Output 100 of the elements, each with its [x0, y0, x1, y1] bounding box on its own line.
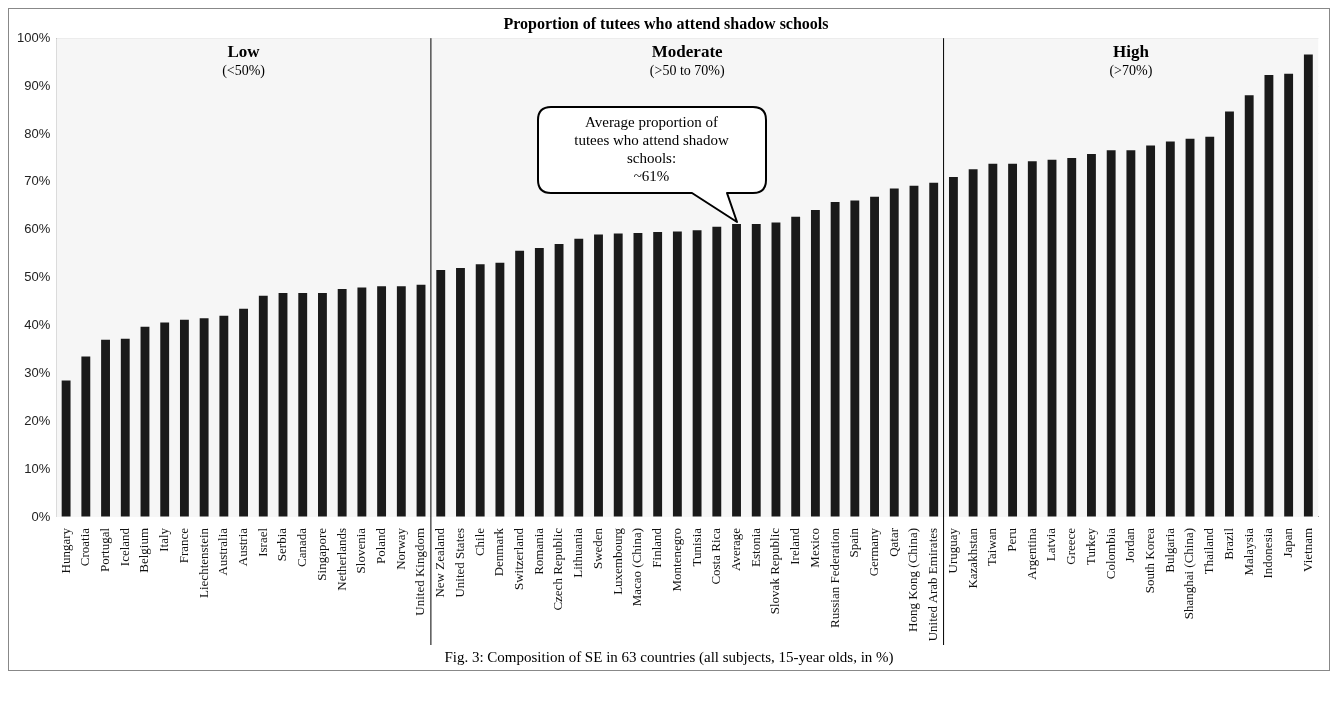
bar [61, 380, 71, 517]
bar [416, 284, 426, 517]
x-tick-label: Indonesia [1260, 527, 1276, 579]
x-tick-label: Germany [865, 527, 881, 577]
x-tick-label: Lithuania [570, 527, 586, 578]
bar [81, 356, 91, 517]
bar [830, 201, 840, 517]
bar [534, 247, 544, 517]
x-tick-label: United Kingdom [412, 527, 428, 616]
x-tick-label: Singapore [313, 527, 329, 581]
x-tick-label: Russian Federation [826, 527, 842, 628]
bar [120, 338, 130, 517]
bar [594, 234, 603, 517]
x-tick-label: Thailand [1201, 527, 1217, 575]
x-tick-label: Colombia [1102, 527, 1118, 580]
y-tick-label: 90% [24, 77, 51, 93]
bar [672, 231, 682, 517]
x-tick-label: Estonia [747, 527, 763, 567]
x-tick-label: Chile [471, 527, 487, 557]
x-tick-label: Montenegro [668, 527, 684, 592]
x-tick-label: Croatia [77, 527, 93, 567]
bar [1087, 154, 1096, 517]
bar [870, 196, 879, 517]
bar [810, 210, 820, 517]
caption: Fig. 3: Composition of SE in 63 countries (all subjects, 15-year olds, in %) [443, 649, 895, 667]
y-tick-label: 40% [24, 317, 51, 333]
y-tick-label: 50% [24, 269, 51, 285]
x-tick-label: Romania [530, 527, 546, 575]
bar [318, 292, 327, 517]
x-tick-label: Tunisia [688, 527, 704, 567]
bar [929, 182, 939, 517]
bar [554, 244, 564, 517]
bar [1303, 54, 1313, 517]
bar [771, 222, 781, 517]
x-tick-label: Slovak Republic [767, 527, 783, 615]
x-tick-label: United Arab Emirates [925, 527, 941, 642]
bar [258, 295, 268, 517]
bar [988, 163, 998, 517]
bar [712, 226, 722, 517]
bar [456, 267, 465, 517]
x-tick-label: Liechtenstein [195, 527, 211, 598]
bar [475, 264, 485, 517]
y-tick-label: 0% [31, 508, 51, 524]
bar [515, 250, 525, 517]
x-tick-label: Iceland [116, 527, 132, 567]
bar [1146, 145, 1156, 517]
x-tick-label: Slovenia [353, 527, 369, 574]
bar [495, 262, 505, 517]
x-tick-label: Latvia [1043, 527, 1059, 562]
y-tick-label: 20% [24, 412, 51, 428]
x-tick-label: Turkey [1082, 527, 1098, 566]
x-tick-label: Brazil [1220, 527, 1236, 560]
y-tick-label: 60% [24, 221, 51, 237]
x-tick-label: Shanghai (China) [1181, 527, 1197, 620]
x-tick-label: Japan [1280, 527, 1296, 558]
x-tick-label: Poland [373, 527, 389, 565]
x-tick-label: Vietnam [1299, 527, 1315, 572]
x-tick-label: Peru [1004, 527, 1019, 552]
x-tick-label: Uruguay [944, 527, 960, 574]
bar [337, 289, 347, 517]
bar [160, 322, 170, 517]
x-tick-label: New Zealand [432, 527, 448, 598]
x-tick-label: Malaysia [1240, 527, 1256, 576]
bar [653, 232, 663, 517]
x-tick-label: Denmark [491, 527, 507, 577]
bar [889, 188, 899, 517]
band-label: High (>70%) [1109, 42, 1153, 79]
bar [199, 318, 209, 517]
x-tick-label: Costa Rica [708, 527, 724, 585]
bar [298, 292, 308, 517]
x-tick-label: Qatar [885, 527, 901, 557]
x-tick-label: Argentina [1023, 527, 1039, 580]
x-tick-label: Bulgaria [1161, 527, 1177, 573]
bar [239, 308, 249, 517]
x-tick-label: Italy [156, 527, 172, 552]
x-tick-label: Serbia [274, 527, 290, 562]
x-tick-label: Austria [234, 527, 250, 567]
bar [1106, 150, 1116, 517]
bar [613, 233, 623, 517]
x-tick-label: Israel [254, 527, 270, 557]
x-tick-label: Spain [846, 527, 862, 558]
x-tick-label: Belgium [136, 527, 152, 573]
bar [396, 286, 406, 517]
x-tick-label: Mexico [806, 527, 822, 568]
x-tick-label: France [175, 527, 191, 564]
x-tick-label: Switzerland [511, 527, 527, 591]
bar [1205, 136, 1215, 517]
bar [1225, 111, 1234, 517]
bar [140, 326, 150, 517]
y-tick-label: 30% [24, 364, 51, 380]
x-tick-label: Hong Kong (China) [905, 527, 921, 632]
bar [948, 177, 958, 517]
bar [219, 315, 229, 517]
bar [278, 292, 288, 517]
x-tick-label: Luxembourg [609, 527, 625, 595]
x-tick-label: Portugal [96, 527, 112, 572]
x-tick-label: Australia [215, 527, 231, 576]
bar [1008, 163, 1018, 517]
bar [1047, 159, 1057, 517]
x-tick-label: Taiwan [984, 527, 1000, 566]
